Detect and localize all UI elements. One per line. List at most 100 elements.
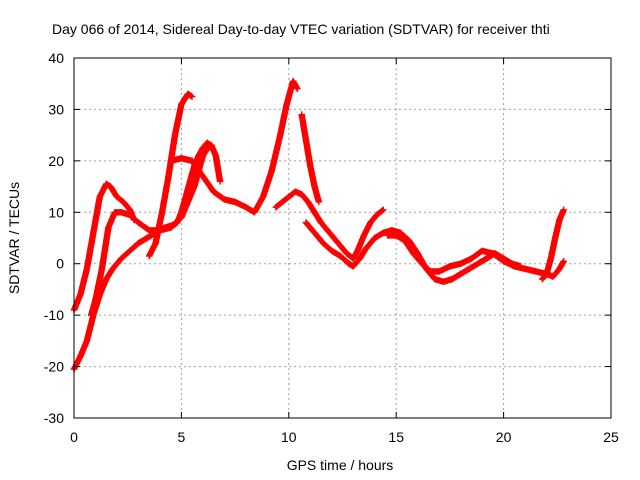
data-point: [457, 260, 464, 267]
data-point: [474, 260, 482, 267]
data-point: [120, 198, 127, 206]
data-point: [337, 252, 344, 260]
data-point: [208, 142, 215, 149]
data-point: [178, 101, 185, 108]
data-point: [427, 268, 434, 275]
data-point: [182, 193, 189, 201]
data-point: [556, 265, 563, 273]
data-point: [328, 247, 335, 255]
data-point: [466, 265, 473, 273]
data-point: [285, 193, 292, 201]
data-point: [356, 255, 363, 262]
x-tick-label: 10: [281, 429, 297, 445]
y-tick-label: 30: [48, 101, 64, 117]
data-point: [203, 139, 211, 147]
y-tick-label: -10: [44, 307, 64, 323]
data-point: [145, 252, 153, 260]
data-point: [330, 234, 338, 242]
data-point: [304, 198, 312, 206]
data-point: [448, 275, 456, 283]
series-satellite-track-g: [272, 188, 387, 262]
data-point: [92, 296, 99, 303]
y-tick-label: -30: [44, 410, 64, 426]
data-point: [105, 224, 112, 231]
y-tick-label: -20: [44, 359, 64, 375]
data-point: [298, 191, 305, 198]
data-point: [171, 131, 179, 139]
data-point: [109, 265, 116, 273]
data-point: [103, 275, 110, 283]
data-point: [145, 227, 153, 234]
y-tick-label: 10: [48, 204, 64, 220]
data-point: [188, 93, 196, 100]
data-point: [199, 144, 207, 152]
series-satellite-track-f: [298, 111, 323, 206]
data-point: [418, 260, 426, 267]
data-point: [549, 273, 557, 280]
data-point: [350, 263, 357, 270]
data-point: [188, 157, 196, 165]
data-point: [279, 198, 286, 206]
data-point: [315, 198, 323, 206]
data-point: [103, 180, 110, 188]
data-point: [324, 227, 331, 234]
x-tick-label: 15: [388, 429, 404, 445]
y-tick-label: 40: [48, 50, 64, 66]
data-point: [143, 234, 151, 242]
data-point: [242, 203, 250, 211]
data-point: [380, 206, 387, 213]
data-point: [500, 257, 507, 265]
x-tick-label: 5: [178, 429, 186, 445]
data-point: [410, 250, 417, 257]
data-point: [289, 77, 297, 85]
data-point: [431, 275, 439, 283]
plot-frame: [73, 57, 612, 419]
data-point: [83, 337, 91, 345]
data-point: [319, 239, 327, 247]
data-point: [354, 247, 361, 255]
data-point: [259, 193, 267, 201]
data-point: [556, 216, 563, 224]
data-point: [401, 237, 408, 244]
data-point: [231, 198, 239, 206]
data-point: [311, 229, 318, 237]
data-point: [302, 219, 310, 226]
x-tick-label: 0: [70, 429, 78, 445]
data-point: [343, 250, 350, 257]
data-point: [152, 239, 159, 247]
data-point: [173, 219, 181, 226]
data-point: [311, 209, 318, 216]
y-tick-label: 20: [48, 153, 64, 169]
data-point: [511, 263, 518, 270]
series-satellite-track-d: [145, 90, 196, 260]
data-point: [360, 232, 368, 239]
data-point: [283, 101, 290, 108]
data-point: [294, 85, 301, 93]
axis-ticks: 0 5 10 15 20 25 -30 -20 -10 0 10 20 30 40: [44, 50, 619, 445]
data-point: [96, 193, 103, 201]
data-point: [126, 247, 134, 255]
data-point: [446, 263, 454, 270]
data-point: [77, 353, 84, 360]
data-point: [489, 250, 497, 257]
data-point: [373, 211, 381, 219]
x-axis-label: GPS time / hours: [287, 457, 394, 473]
data-point: [98, 265, 106, 273]
data-point: [539, 275, 546, 283]
data-point: [307, 162, 314, 170]
data-point: [483, 255, 490, 262]
data-point: [384, 232, 391, 239]
data-point: [468, 255, 475, 262]
data-point: [298, 111, 305, 118]
data-point: [371, 234, 378, 242]
data-point: [216, 178, 224, 185]
data-point: [478, 247, 486, 255]
data-point: [191, 183, 198, 190]
data-point: [135, 219, 142, 226]
data-point: [543, 270, 550, 278]
data-point: [440, 278, 447, 285]
chart-title: Day 066 of 2014, Sidereal Day-to-day VTE…: [52, 21, 550, 37]
data-point: [362, 245, 370, 252]
data-point: [345, 260, 353, 267]
data-point: [393, 232, 400, 239]
